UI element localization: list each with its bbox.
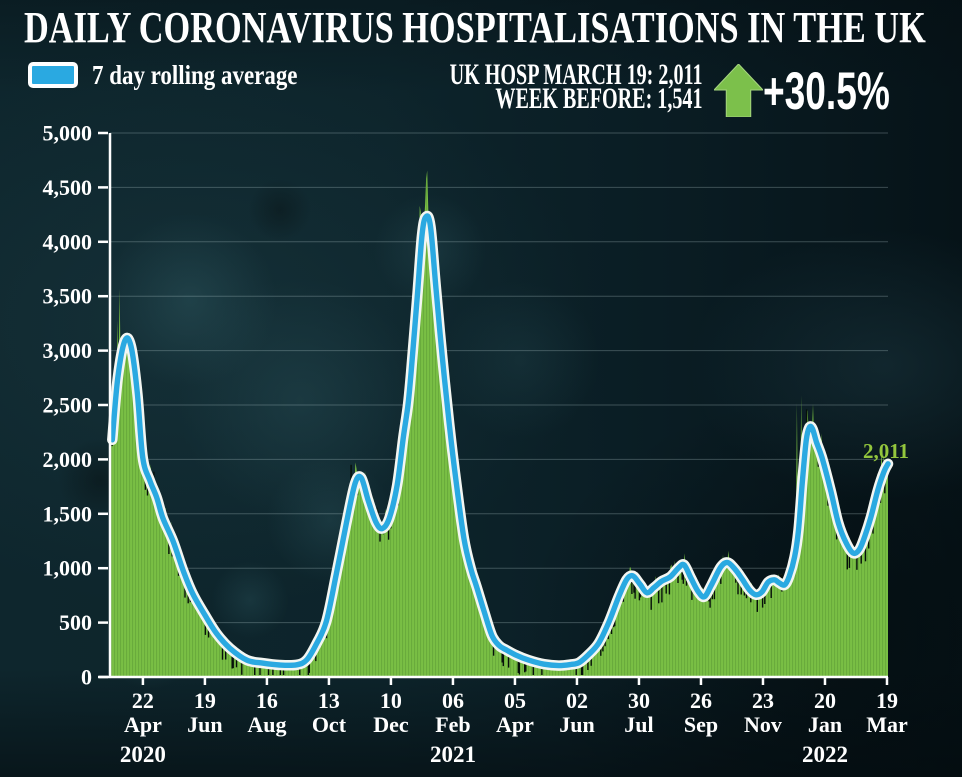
percent-change: +30.5% bbox=[763, 62, 890, 121]
y-tick-label: 4,500 bbox=[43, 175, 93, 200]
daily-low-tick bbox=[231, 650, 233, 669]
x-tick-month: Nov bbox=[744, 712, 782, 737]
daily-low-tick bbox=[581, 660, 584, 675]
x-tick-month: Mar bbox=[866, 712, 908, 737]
daily-low-tick bbox=[756, 597, 758, 612]
daily-low-tick bbox=[541, 663, 543, 675]
daily-low-tick bbox=[631, 576, 633, 594]
daily-low-tick bbox=[225, 644, 227, 660]
daily-low-tick bbox=[658, 586, 660, 604]
daily-low-tick bbox=[650, 593, 652, 610]
daily-low-tick bbox=[221, 641, 224, 660]
daily-low-tick bbox=[517, 657, 519, 673]
y-tick-label: 500 bbox=[59, 610, 92, 635]
daily-low-tick bbox=[761, 593, 764, 608]
y-tick-label: 2,000 bbox=[43, 447, 93, 472]
y-tick-label: 2,500 bbox=[43, 393, 93, 418]
daily-low-tick bbox=[864, 542, 867, 562]
daily-low-tick bbox=[764, 589, 766, 604]
y-tick-label: 1,500 bbox=[43, 501, 93, 526]
x-tick-day: 10 bbox=[380, 688, 402, 713]
daily-low-tick bbox=[805, 409, 808, 424]
x-tick-day: 22 bbox=[132, 688, 154, 713]
y-tick-label: 0 bbox=[81, 665, 92, 690]
x-tick-month: Aug bbox=[247, 712, 286, 737]
y-tick-label: 1,000 bbox=[43, 556, 93, 581]
daily-low-tick bbox=[307, 657, 309, 675]
daily-low-tick bbox=[848, 551, 851, 568]
x-tick-day: 20 bbox=[814, 688, 836, 713]
legend-label: 7 day rolling average bbox=[92, 60, 298, 90]
daily-low-tick bbox=[350, 464, 352, 484]
y-tick-label: 5,000 bbox=[43, 121, 93, 146]
x-tick-month: Feb bbox=[435, 712, 470, 737]
y-tick-label: 3,000 bbox=[43, 338, 93, 363]
daily-low-tick bbox=[524, 658, 526, 673]
stats-block: UK HOSP MARCH 19: 2,011 WEEK BEFORE: 1,5… bbox=[450, 58, 703, 115]
chart-title: DAILY CORONAVIRUS HOSPITALISATIONS IN TH… bbox=[24, 3, 926, 52]
x-tick-year: 2020 bbox=[120, 742, 166, 767]
daily-low-tick bbox=[846, 552, 848, 570]
x-tick-day: 19 bbox=[876, 688, 898, 713]
daily-low-tick bbox=[518, 656, 521, 675]
daily-low-tick bbox=[713, 584, 716, 600]
daily-low-tick bbox=[668, 578, 671, 595]
x-tick-day: 26 bbox=[690, 688, 712, 713]
x-tick-month: Jun bbox=[187, 712, 222, 737]
daily-low-tick bbox=[681, 564, 683, 580]
x-tick-month: Apr bbox=[124, 712, 162, 737]
x-tick-year: 2022 bbox=[802, 742, 848, 767]
y-tick-label: 4,000 bbox=[43, 229, 93, 254]
daily-low-tick bbox=[259, 663, 261, 675]
daily-low-tick bbox=[737, 576, 739, 595]
daily-low-tick bbox=[308, 656, 310, 673]
daily-low-tick bbox=[532, 661, 534, 675]
avg-line bbox=[109, 213, 891, 669]
daily-low-tick bbox=[379, 526, 381, 542]
daily-low-tick bbox=[661, 584, 663, 603]
stat-line-week-before: WEEK BEFORE: 1,541 bbox=[495, 82, 703, 115]
daily-low-tick bbox=[856, 554, 858, 570]
y-tick-label: 3,500 bbox=[43, 284, 93, 309]
daily-low-tick bbox=[254, 661, 256, 675]
x-tick-year: 2021 bbox=[430, 742, 476, 767]
x-tick-day: 13 bbox=[318, 688, 340, 713]
daily-low-tick bbox=[682, 569, 684, 584]
x-tick-day: 30 bbox=[628, 688, 650, 713]
daily-low-tick bbox=[770, 580, 772, 598]
x-tick-day: 05 bbox=[504, 688, 526, 713]
x-tick-day: 06 bbox=[442, 688, 464, 713]
daily-low-tick bbox=[232, 650, 234, 669]
daily-low-tick bbox=[241, 656, 243, 675]
daily-low-tick bbox=[502, 648, 504, 667]
x-tick-month: Jan bbox=[808, 712, 842, 737]
x-tick-month: Jul bbox=[624, 712, 653, 737]
daily-low-tick bbox=[691, 583, 693, 600]
daily-low-tick bbox=[387, 523, 390, 540]
x-tick-day: 23 bbox=[752, 688, 774, 713]
daily-low-tick bbox=[235, 653, 238, 668]
daily-low-tick bbox=[501, 646, 503, 663]
daily-low-tick bbox=[507, 650, 510, 668]
x-tick-month: Sep bbox=[684, 712, 718, 737]
x-tick-month: Dec bbox=[373, 712, 409, 737]
up-arrow-icon bbox=[714, 64, 763, 117]
x-tick-day: 16 bbox=[256, 688, 278, 713]
x-tick-month: Jun bbox=[559, 712, 594, 737]
x-tick-day: 02 bbox=[566, 688, 588, 713]
x-tick-month: Apr bbox=[496, 712, 534, 737]
x-tick-month: Oct bbox=[312, 712, 347, 737]
stat-line-latest: UK HOSP MARCH 19: 2,011 bbox=[450, 58, 703, 91]
daily-low-tick bbox=[634, 583, 636, 599]
legend-swatch-icon bbox=[28, 62, 78, 88]
x-tick-day: 19 bbox=[194, 688, 216, 713]
end-value-label: 2,011 bbox=[863, 439, 909, 463]
daily-low-tick bbox=[709, 591, 711, 608]
